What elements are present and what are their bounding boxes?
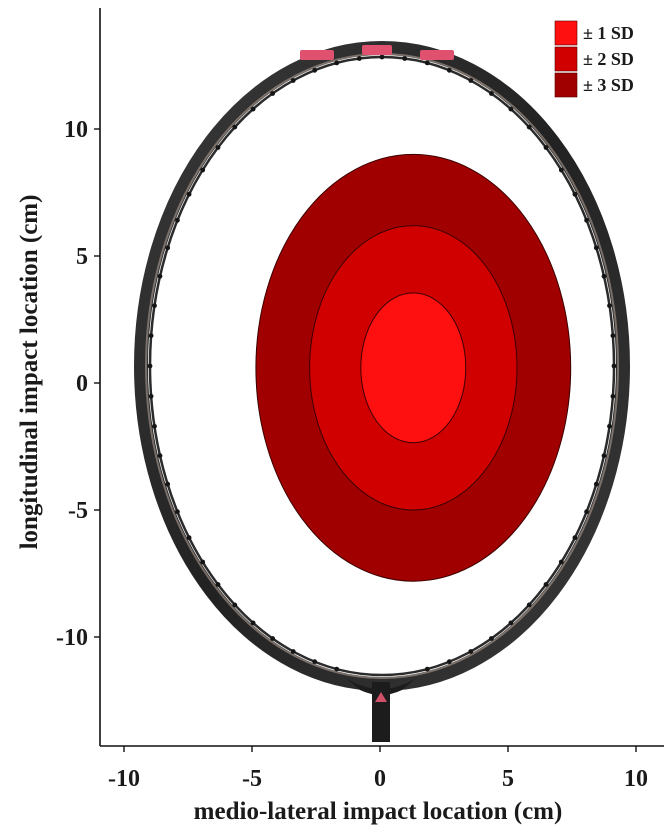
x-axis-label: medio-lateral impact location (cm) (194, 798, 563, 825)
racket-grommet (572, 535, 578, 541)
x-tick-label: 5 (502, 766, 514, 792)
racket-grommet (543, 582, 549, 587)
racket-grommet (601, 273, 607, 279)
racket-grommet (312, 67, 318, 73)
racket-grommet (186, 191, 192, 197)
racket-grommet (402, 56, 408, 61)
racket-grommet (270, 91, 275, 96)
racket-grommet (593, 481, 599, 487)
racket-grommet (584, 217, 589, 223)
racket-grommet (607, 303, 612, 309)
racket-grommet (334, 666, 340, 672)
legend-swatch (554, 72, 578, 98)
y-tick-label: -5 (68, 498, 88, 524)
y-tick-label: 0 (76, 371, 88, 397)
racket-grommet (157, 273, 163, 279)
racket-grommet (290, 78, 296, 83)
racket-grommet (165, 481, 171, 487)
racket-grommet (584, 509, 589, 515)
y-tick-label: -10 (56, 625, 88, 651)
legend-swatch (554, 46, 578, 72)
x-tick-label: 0 (374, 766, 386, 792)
racket-grommet (175, 509, 180, 515)
racket-grommet (200, 559, 206, 565)
legend-label: ± 1 SD (583, 23, 634, 43)
racket-grommet (147, 363, 153, 369)
racket-grommet (312, 659, 318, 665)
racket-grommet (468, 649, 474, 654)
racket-grommet (424, 666, 430, 672)
x-tick-label: -5 (242, 766, 262, 792)
racket-grommet (290, 649, 296, 654)
legend-label: ± 2 SD (583, 49, 634, 69)
racket-top-pink-bands (300, 45, 454, 60)
sd-ellipses (255, 153, 572, 582)
racket-grommet (148, 393, 154, 399)
racket-grommet (593, 245, 599, 251)
racket-grommet (148, 333, 154, 339)
racket-grommet (558, 559, 564, 565)
racket-grommet (250, 106, 256, 112)
racket-grommet (508, 620, 514, 626)
axes: -10 -5 0 5 10 10 5 0 -5 -10 medio-lateral impact… (16, 8, 664, 825)
y-tick-label: 10 (64, 117, 88, 143)
racket-shaft (372, 682, 390, 742)
racket-grommet (446, 659, 452, 665)
racket-grommet (215, 145, 221, 150)
legend-swatch (554, 20, 578, 46)
racket-grommet (152, 423, 157, 429)
racket-grommet (200, 167, 206, 173)
racket-grommet (175, 217, 180, 223)
racket-grommet (165, 245, 171, 251)
y-ticks: 10 5 0 -5 -10 (56, 117, 100, 651)
sd-ellipse-1 (360, 292, 467, 444)
racket-grommet (232, 602, 238, 608)
racket-grommet (215, 582, 221, 587)
racket-grommet (186, 535, 192, 541)
racket-grommet (607, 423, 612, 429)
legend-label: ± 3 SD (583, 75, 634, 95)
racket-grommet (543, 145, 549, 150)
racket-grommet (152, 303, 157, 309)
racket-grommet (232, 124, 238, 130)
y-tick-label: 5 (76, 244, 88, 270)
racket-throat-marker (375, 692, 387, 702)
racket-grommet (558, 167, 564, 173)
racket-grommet (489, 636, 494, 641)
x-ticks: -10 -5 0 5 10 (108, 746, 648, 792)
racket-grommet (610, 393, 616, 399)
racket-grommet (250, 620, 256, 626)
racket-grommet (468, 78, 474, 83)
racket-grommet (489, 91, 494, 96)
racket-grommet (157, 453, 163, 459)
racket-grommet (334, 60, 340, 66)
racket-grommet (270, 636, 275, 641)
racket-grommet (379, 54, 385, 60)
racket-grommet (601, 453, 607, 459)
racket-grommet (446, 67, 452, 73)
racket-throat (346, 678, 416, 695)
racket-grommet (356, 56, 362, 61)
x-tick-label: -10 (108, 766, 140, 792)
y-axis-label: longitudinal impact location (cm) (16, 195, 43, 550)
racket-grommet (610, 333, 616, 339)
racket-grommet (526, 602, 532, 608)
racket-grommet (572, 191, 578, 197)
racket-grommet (508, 106, 514, 112)
x-tick-label: 10 (624, 766, 648, 792)
racket-grommets (147, 54, 617, 672)
racket-frame-illustration (134, 41, 630, 742)
racket-grommet (611, 363, 617, 369)
racket-grommet (526, 124, 532, 130)
racket-grommet (424, 60, 430, 66)
legend: ± 1 SD ± 2 SD ± 3 SD (554, 20, 634, 98)
